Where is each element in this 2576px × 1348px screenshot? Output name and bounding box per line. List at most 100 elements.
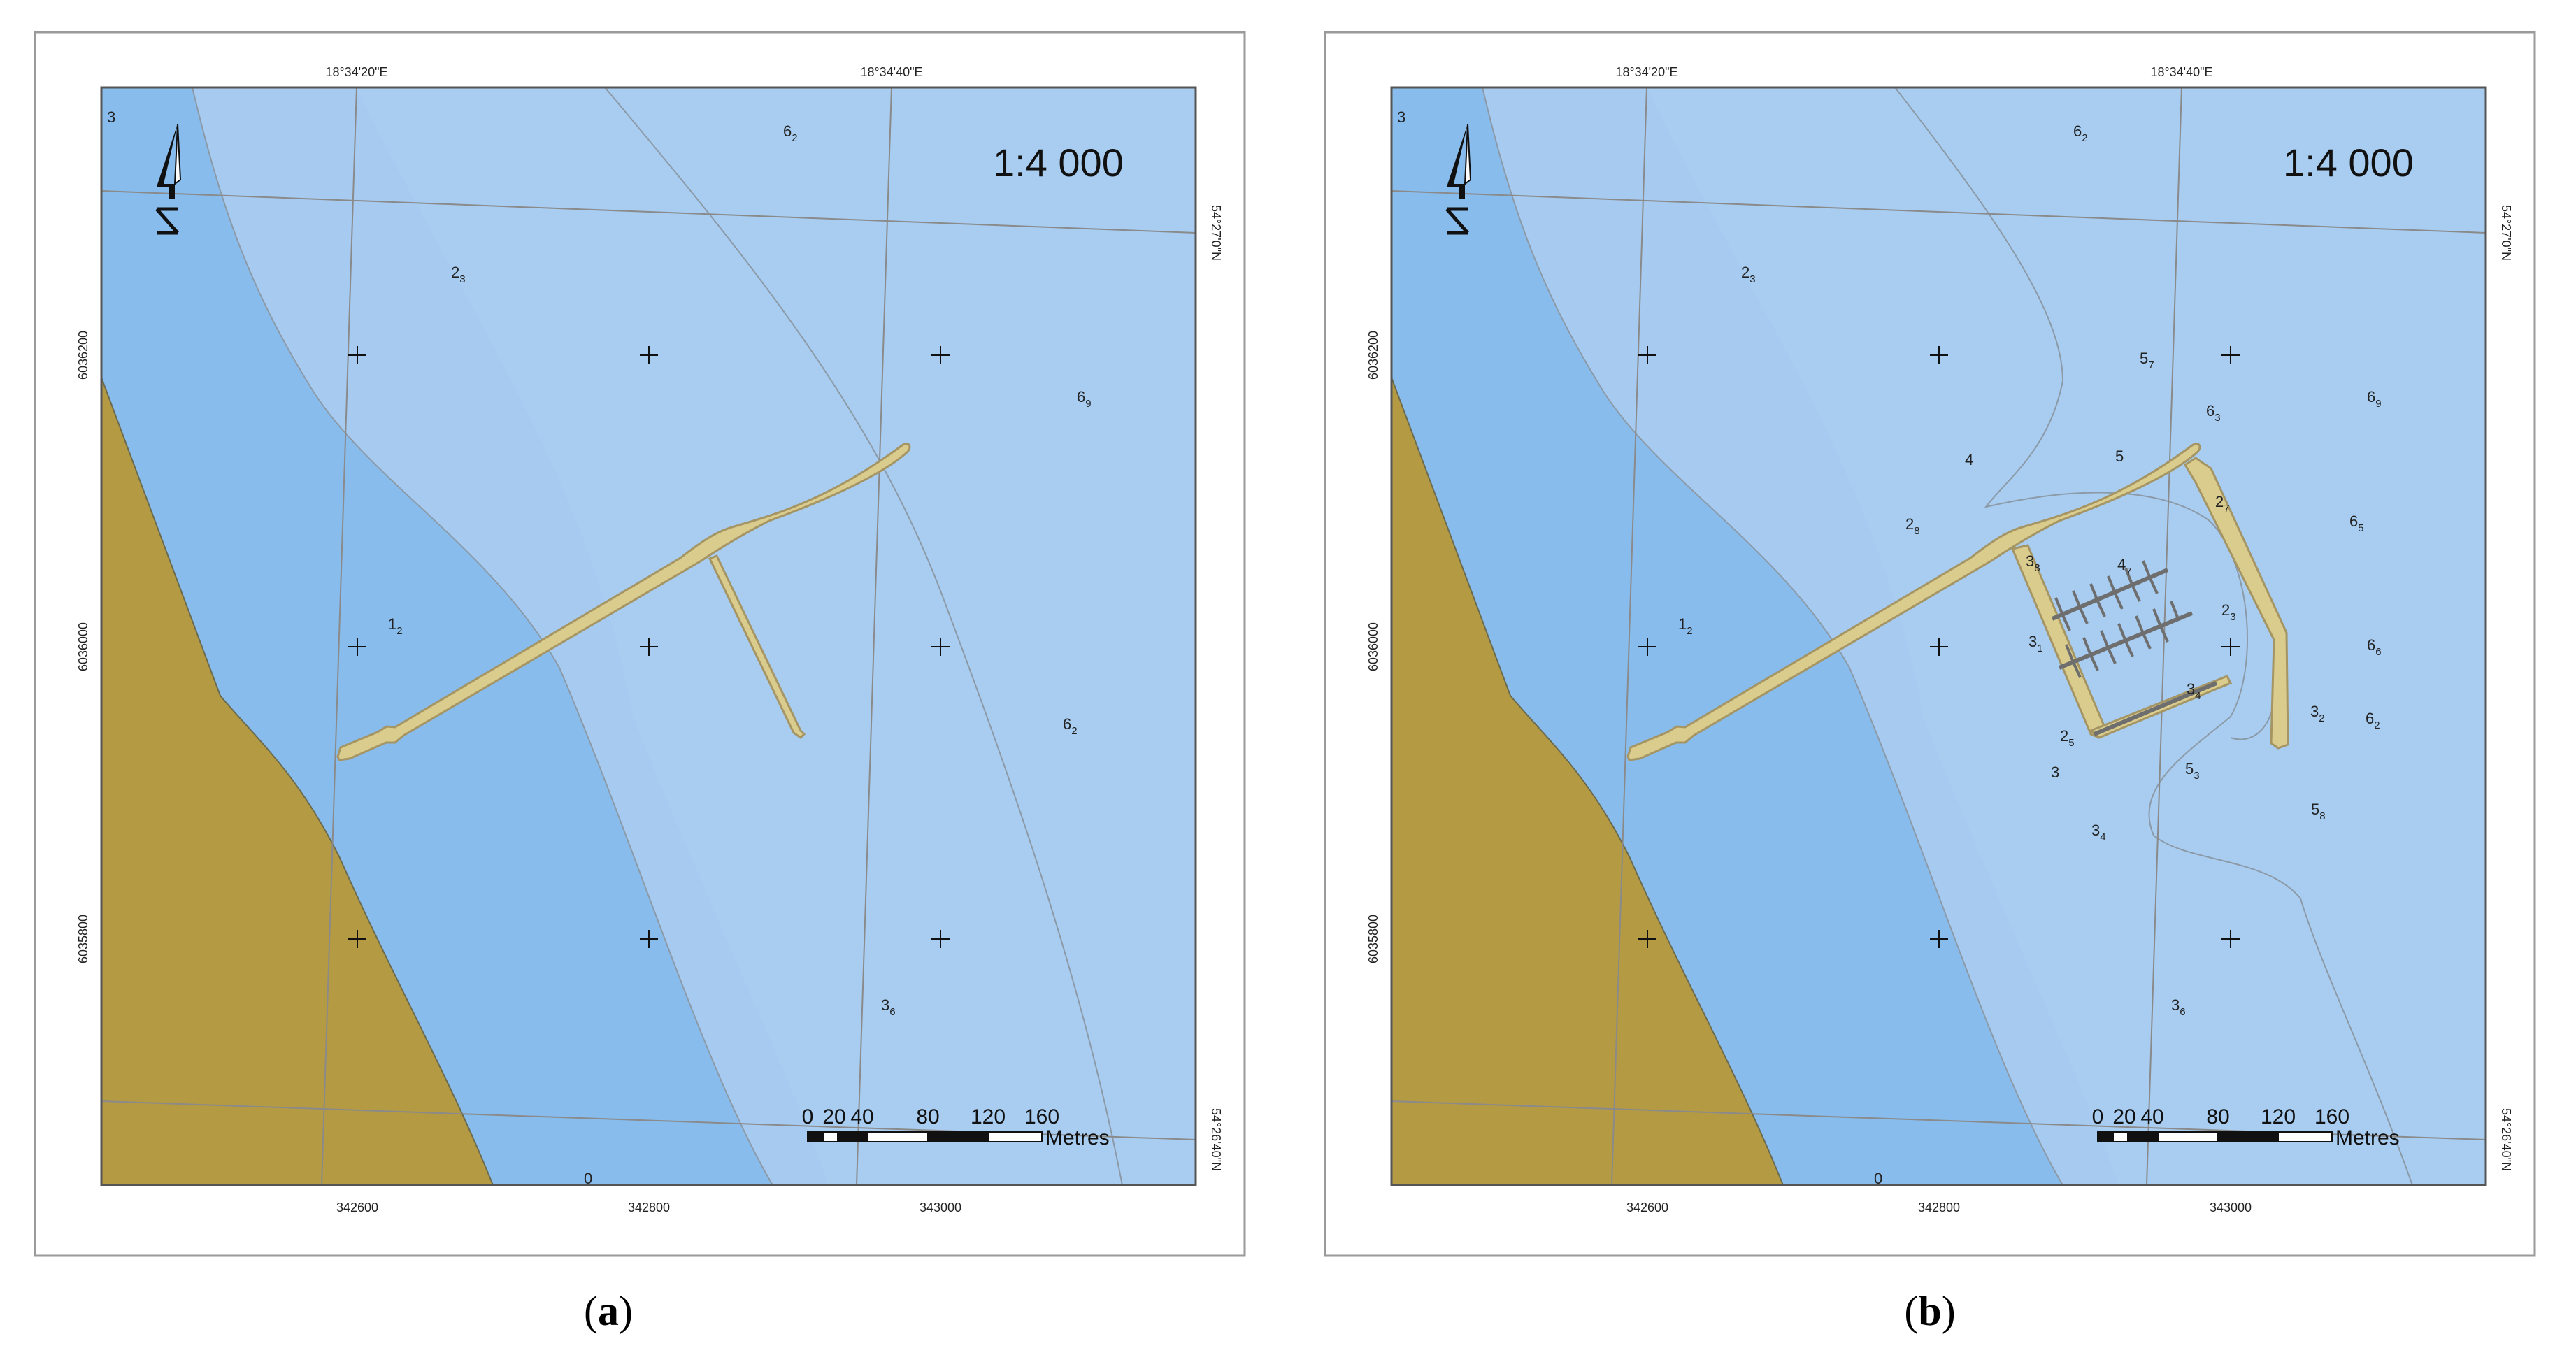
north-arrow-icon [155,123,182,235]
north-arrow-icon [1445,123,1472,235]
depth-contour [604,87,1123,1185]
scale-bar-segment [927,1131,989,1142]
grid-crosses [348,346,950,948]
scale-bar-segment [837,1131,868,1142]
parallel-line [101,190,1196,234]
depth-label: 62 [2073,122,2088,144]
longitude-label: 18°34'40"E [860,65,922,79]
pier [1626,443,2201,761]
depth-soundings: 3 62 23 69 12 62 36 0 [107,108,1092,1187]
panel-a-caption: (a) [584,1288,633,1334]
depth-label: 0 [584,1170,592,1187]
depth-label: 27 [2215,493,2230,515]
depth-label: 12 [1678,615,1693,637]
scale-bar-segment [987,1131,1043,1142]
depth-label: 63 [2206,402,2221,424]
easting-label: 342600 [1626,1200,1668,1214]
meridian-line [1611,87,1647,1185]
scale-bar-number: 160 [2314,1105,2349,1128]
scale-bar-number: 80 [916,1105,939,1128]
map-panel-a: 3 62 23 69 12 62 36 0 1:4 000 0 20 40 80 120 160Metr… [34,31,1246,1334]
scale-bar-number: 120 [2261,1105,2296,1128]
depth-label: 36 [2171,996,2186,1018]
scale-bar-segment [2127,1131,2159,1142]
scale-bar-number: 20 [822,1105,845,1128]
scale-bar-unit: Metres [2335,1126,2400,1149]
scale-bar-number: 80 [2206,1105,2229,1128]
northing-label: 6035800 [76,915,90,963]
longitude-label: 18°34'40"E [2150,65,2212,79]
depth-label: 0 [1874,1170,1882,1187]
scale-bar-segment [807,1131,824,1142]
depth-label: 69 [1077,388,1092,410]
latitude-label: 54°27'0"N [2499,205,2513,261]
depth-label: 4 [1965,451,1973,468]
depth-label: 36 [881,996,896,1018]
depth-label: 28 [1905,515,1920,537]
northing-label: 6035800 [1366,915,1380,963]
land-area [1391,377,1784,1185]
scale-bar-number: 0 [2092,1105,2104,1128]
scale-bar-number: 40 [2140,1105,2163,1128]
panel-a-map-frame [100,86,1197,1186]
depth-label: 66 [2367,636,2382,658]
scale-bar-segment [2217,1131,2279,1142]
depth-label: 53 [2185,760,2200,782]
depth-label: 38 [2026,552,2040,574]
scale-bar-number: 40 [850,1105,873,1128]
depth-label: 12 [388,615,403,637]
scale-bar-segment [822,1131,838,1142]
scale-bar-segment [867,1131,929,1142]
meridian-line [321,87,357,1185]
easting-label: 342800 [1918,1200,1960,1214]
latitude-label: 54°26'40"N [1209,1108,1223,1171]
depth-label: 62 [2366,710,2380,731]
depth-label: 47 [2117,556,2132,578]
depth-label: 65 [2349,512,2364,534]
depth-label: 3 [107,108,115,126]
scale-bar-number: 120 [971,1105,1006,1128]
easting-label: 343000 [920,1200,961,1214]
depth-label: 62 [1063,715,1078,737]
depth-label: 23 [451,264,466,285]
depth-contour [1894,87,2413,1185]
depth-label: 5 [2115,447,2124,465]
latitude-label: 54°26'40"N [2499,1108,2513,1171]
depth-contour [192,87,773,1185]
panel-b-map-frame [1390,86,2487,1186]
panel-b-caption: (b) [1904,1288,1955,1334]
meridian-line [856,87,892,1185]
scale-bar-segment [2157,1131,2219,1142]
parallel-line [1391,190,2486,234]
scale-bar-number: 20 [2112,1105,2135,1128]
depth-label: 3 [2051,763,2059,781]
depth-label: 57 [2140,350,2154,371]
depth-label: 34 [2187,680,2201,702]
depth-label: 23 [1741,264,1756,285]
depth-label: 58 [2311,801,2326,822]
latitude-label: 54°27'0"N [1209,205,1223,261]
scale-bar-segment [2112,1131,2128,1142]
northing-label: 6036000 [1366,622,1380,671]
longitude-label: 18°34'20"E [1615,65,1677,79]
scale-bar-segment [2097,1131,2114,1142]
northing-label: 6036200 [76,331,90,380]
depth-label: 3 [1397,108,1405,126]
depth-label: 25 [2060,727,2075,749]
scale-ratio: 1:4 000 [2283,141,2414,185]
easting-label: 342800 [628,1200,670,1214]
depth-label: 23 [2221,601,2236,623]
depth-label: 62 [783,122,798,144]
scale-ratio: 1:4 000 [993,141,1124,185]
easting-label: 343000 [2210,1200,2252,1214]
land-area [101,377,494,1185]
depth-contour [1482,87,2063,1185]
depth-label: 31 [2028,633,2043,654]
depth-label: 69 [2367,388,2382,410]
mooring-fingers [2054,560,2180,678]
pier-branch [708,554,806,739]
